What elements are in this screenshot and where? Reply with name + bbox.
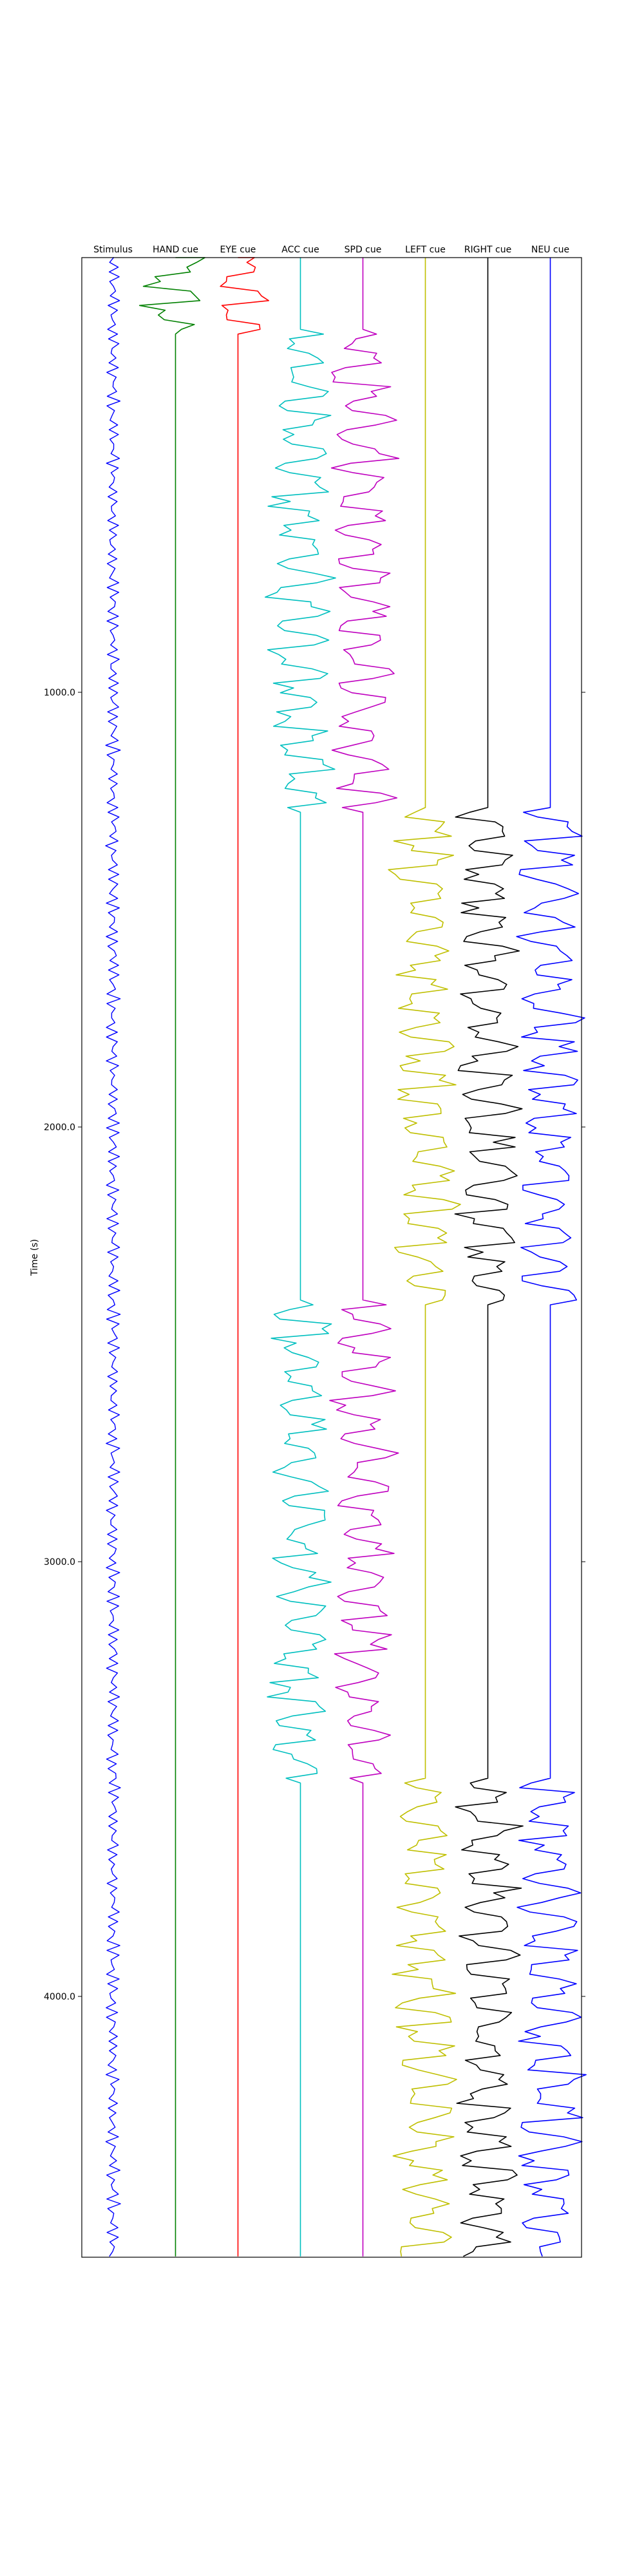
column-label-stimulus: Stimulus: [93, 245, 133, 255]
column-labels: Stimulus HAND cue EYE cue ACC cue SPD cue LEF…: [93, 245, 569, 255]
trace-stimulus: [105, 257, 121, 2257]
trace-neu-cue: [516, 258, 587, 2257]
y-tick-label: 2000.0: [44, 1122, 75, 1133]
y-tick-label: 4000.0: [44, 1992, 75, 2002]
column-label-hand-cue: HAND cue: [153, 245, 198, 255]
y-tick-label: 3000.0: [44, 1557, 75, 1567]
column-label-acc-cue: ACC cue: [281, 245, 319, 255]
trace-layer: [105, 257, 587, 2257]
trace-acc-cue: [265, 258, 336, 2257]
trace-eye-cue: [220, 257, 269, 2257]
column-label-neu-cue: NEU cue: [531, 245, 569, 255]
y-axis-label: Time (s): [30, 1239, 40, 1276]
column-label-spd-cue: SPD cue: [345, 245, 382, 255]
plot-frame: [81, 257, 582, 2258]
trace-right-cue: [454, 258, 524, 2257]
column-label-right-cue: RIGHT cue: [464, 245, 511, 255]
y-tick-label: 1000.0: [44, 688, 75, 698]
trace-hand-cue: [138, 257, 205, 2257]
trace-left-cue: [388, 258, 461, 2257]
y-axis: 1000.0 2000.0 3000.0 4000.0: [44, 688, 585, 2002]
column-label-left-cue: LEFT cue: [405, 245, 446, 255]
column-label-eye-cue: EYE cue: [220, 245, 256, 255]
trace-spd-cue: [329, 258, 400, 2257]
